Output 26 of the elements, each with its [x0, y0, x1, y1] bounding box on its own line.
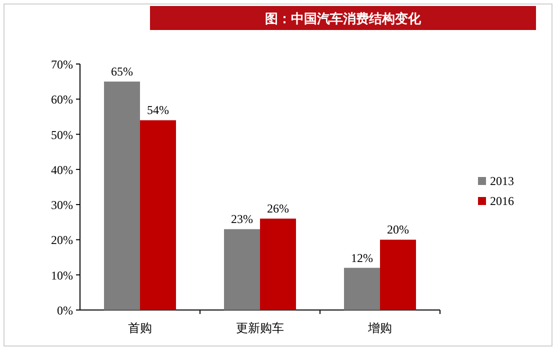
data-label: 20% [387, 222, 409, 237]
y-tick-label: 70% [51, 58, 73, 72]
y-tick-label: 0% [57, 304, 73, 318]
x-tick-label: 更新购车 [236, 321, 284, 335]
data-label: 23% [231, 212, 253, 226]
y-tick-label: 60% [51, 92, 73, 107]
data-label: 65% [111, 64, 133, 79]
data-label: 54% [147, 103, 169, 118]
y-tick-label: 50% [51, 128, 73, 142]
y-tick-label: 10% [51, 268, 73, 282]
x-tick-label: 增购 [367, 321, 392, 335]
y-tick-label: 30% [51, 198, 73, 212]
x-tick-label: 首购 [128, 321, 152, 335]
bar [260, 218, 296, 310]
legend-label: 2016 [490, 194, 514, 208]
bar [140, 120, 176, 310]
bar [224, 229, 260, 310]
bar [344, 268, 380, 310]
y-tick-label: 20% [51, 233, 73, 248]
bar [380, 240, 416, 310]
data-label: 12% [351, 250, 373, 265]
chart-title: 图：中国汽车消费结构变化 [265, 11, 422, 26]
bar [104, 82, 140, 310]
y-tick-label: 40% [51, 162, 73, 177]
data-label: 26% [267, 202, 289, 216]
legend-label: 2013 [490, 174, 514, 188]
